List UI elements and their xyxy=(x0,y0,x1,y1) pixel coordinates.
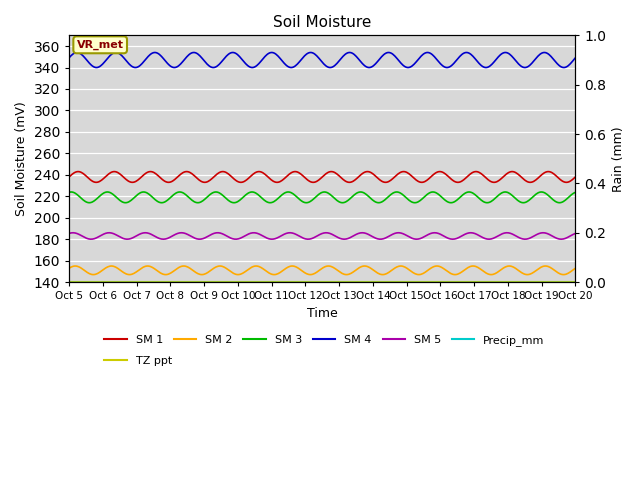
Y-axis label: Rain (mm): Rain (mm) xyxy=(612,126,625,192)
Title: Soil Moisture: Soil Moisture xyxy=(273,15,371,30)
X-axis label: Time: Time xyxy=(307,307,338,320)
Text: VR_met: VR_met xyxy=(77,40,124,50)
Y-axis label: Soil Moisture (mV): Soil Moisture (mV) xyxy=(15,101,28,216)
Legend: TZ ppt: TZ ppt xyxy=(100,351,176,371)
